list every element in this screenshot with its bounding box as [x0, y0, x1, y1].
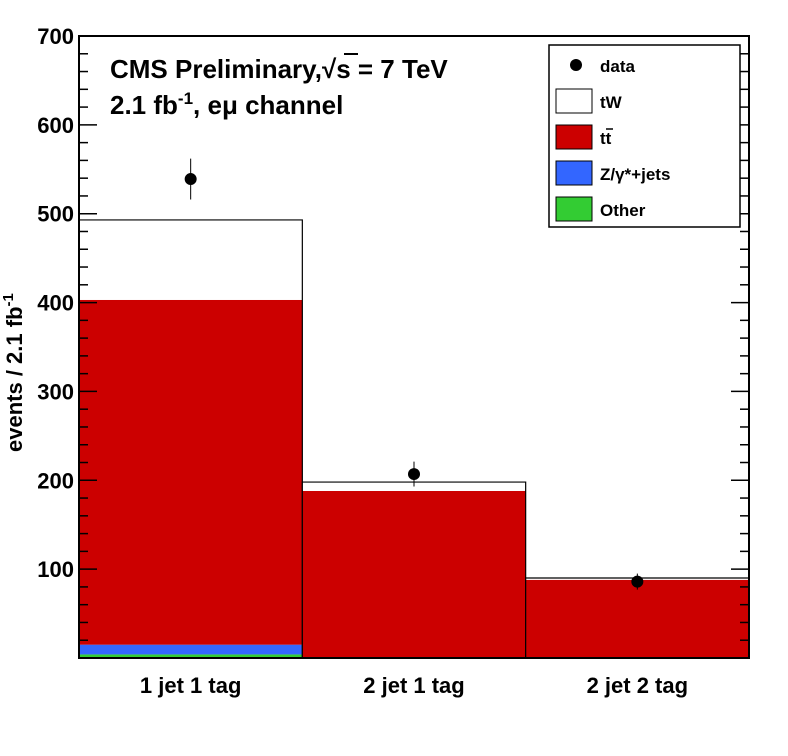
plot-frame-rect — [78, 35, 750, 659]
bar-segment-2-2 — [525, 579, 749, 658]
legend-label: data — [600, 57, 636, 76]
data-points — [184, 158, 644, 590]
x-category-label: 2 jet 2 tag — [587, 673, 688, 698]
y-tick-label: 500 — [37, 202, 74, 227]
bar-segment-0-0 — [79, 654, 303, 658]
legend-swatch — [555, 160, 593, 186]
y-axis-label-sup: -1 — [0, 293, 17, 306]
annotation-energy: s = 7 TeV — [336, 54, 448, 84]
y-tick-label: 600 — [37, 113, 74, 138]
legend-label: Other — [600, 201, 646, 220]
y-axis-label: events / 2.1 fb-1 — [0, 293, 27, 452]
annotation-channel: , eμ channel — [193, 90, 343, 120]
bar-segment-0-3 — [79, 219, 303, 300]
bar-segment-0-2 — [79, 299, 303, 645]
sqrt-symbol: √ — [322, 54, 337, 84]
legend-swatch — [555, 88, 593, 114]
x-category-label: 1 jet 1 tag — [140, 673, 241, 698]
svg-text:2.1 fb-1, eμ channel: 2.1 fb-1, eμ channel — [110, 89, 343, 120]
y-axis-label-main: events / 2.1 fb — [2, 306, 27, 452]
annotation-experiment: CMS Preliminary, — [110, 54, 322, 84]
x-axis: 1 jet 1 tag 2 jet 1 tag 2 jet 2 tag — [140, 673, 688, 698]
y-tick-label: 700 — [37, 24, 74, 49]
y-tick-label: 200 — [37, 468, 74, 493]
chart-annotation: CMS Preliminary,√s = 7 TeV 2.1 fb-1, eμ … — [110, 53, 448, 120]
stacked-bars — [78, 219, 750, 658]
legend-swatch — [555, 196, 593, 222]
bar-segment-0-1 — [79, 644, 303, 655]
annotation-lumi: 2.1 fb — [110, 90, 178, 120]
bar-segment-1-3 — [302, 482, 526, 491]
legend-label: tW — [600, 93, 623, 112]
y-tick-label: 300 — [37, 379, 74, 404]
legend-label: tt — [600, 129, 612, 148]
data-point — [408, 468, 420, 481]
data-point — [184, 173, 197, 186]
legend: data tW tt Z/γ*+jets Other — [548, 44, 741, 228]
y-tick-label: 400 — [37, 291, 74, 316]
bar-segment-1-2 — [302, 490, 526, 658]
svg-text:CMS Preliminary,√s = 7 TeV: CMS Preliminary,√s = 7 TeV — [110, 54, 448, 84]
x-category-label: 2 jet 1 tag — [363, 673, 464, 698]
annotation-lumi-sup: -1 — [178, 89, 193, 108]
legend-marker-data — [570, 59, 582, 71]
data-point — [631, 575, 644, 588]
y-axis: 100 200 300 400 500 600 700 — [37, 24, 749, 641]
y-tick-label: 100 — [37, 557, 74, 582]
legend-label: Z/γ*+jets — [600, 165, 670, 184]
legend-swatch — [555, 124, 593, 150]
plot-frame — [78, 35, 750, 659]
